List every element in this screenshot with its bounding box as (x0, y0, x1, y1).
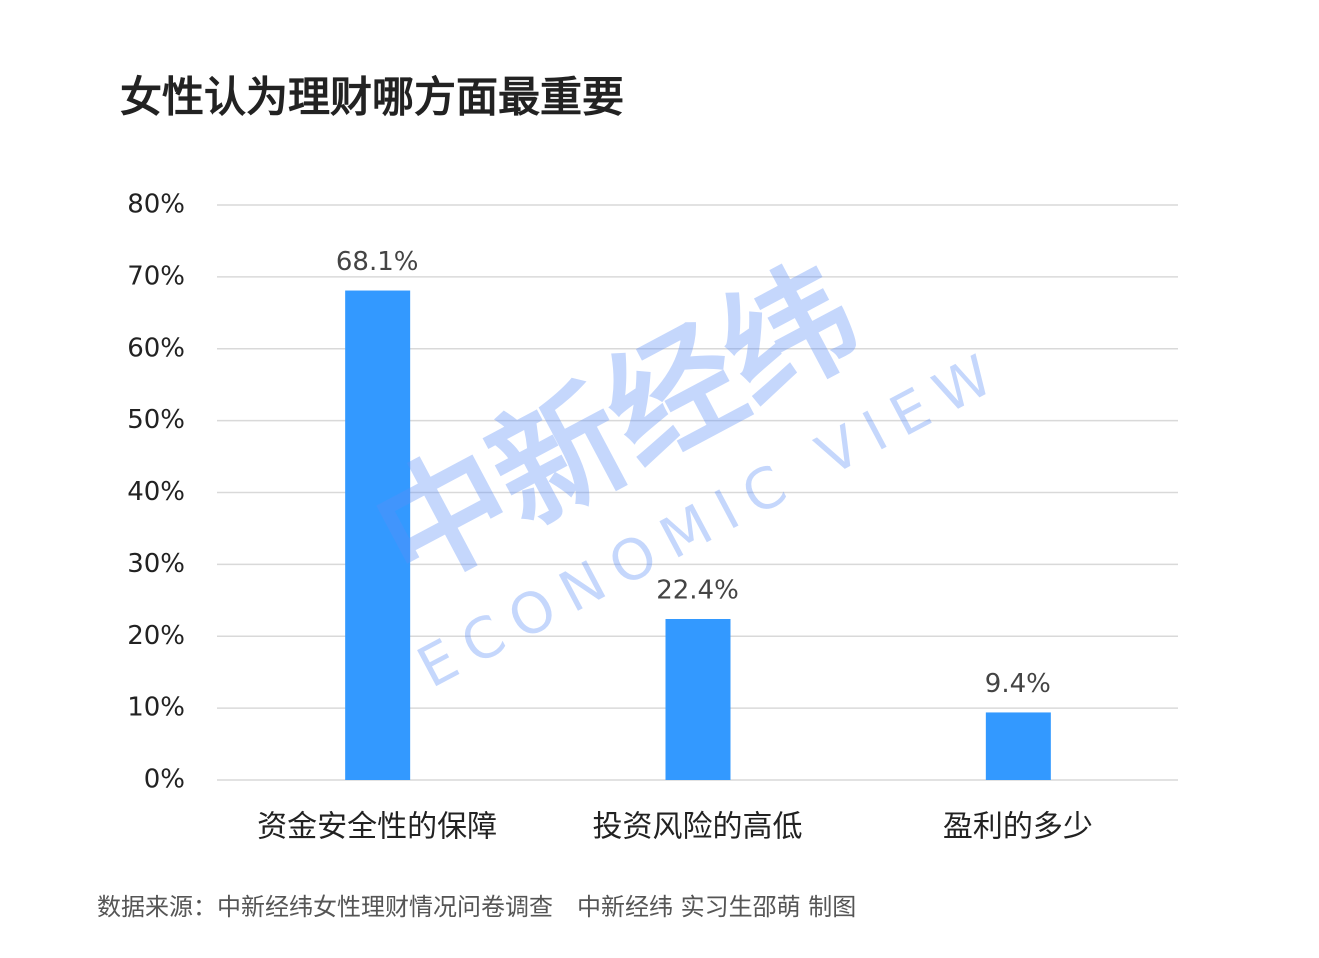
x-tick-label: 盈利的多少 (943, 810, 1093, 845)
source-note: 数据来源：中新经纬女性理财情况问卷调查 中新经纬 实习生邵萌 制图 (97, 893, 856, 921)
y-tick-label: 40% (127, 477, 185, 507)
y-tick-label: 50% (127, 405, 185, 435)
y-tick-label: 20% (127, 621, 185, 651)
y-tick-label: 30% (127, 549, 185, 579)
bar (665, 619, 731, 780)
y-tick-label: 80% (127, 190, 185, 220)
bar (985, 712, 1051, 780)
bar (345, 290, 411, 780)
y-tick-label: 70% (127, 261, 185, 291)
x-tick-label: 投资风险的高低 (593, 810, 803, 845)
y-tick-label: 0% (144, 765, 185, 795)
x-tick-label: 资金安全性的保障 (257, 810, 497, 845)
y-tick-label: 10% (127, 693, 185, 723)
chart-title: 女性认为理财哪方面最重要 (120, 73, 624, 122)
y-tick-label: 60% (127, 333, 185, 363)
value-label: 22.4% (656, 576, 739, 606)
value-label: 68.1% (336, 247, 419, 277)
value-label: 9.4% (985, 669, 1051, 699)
